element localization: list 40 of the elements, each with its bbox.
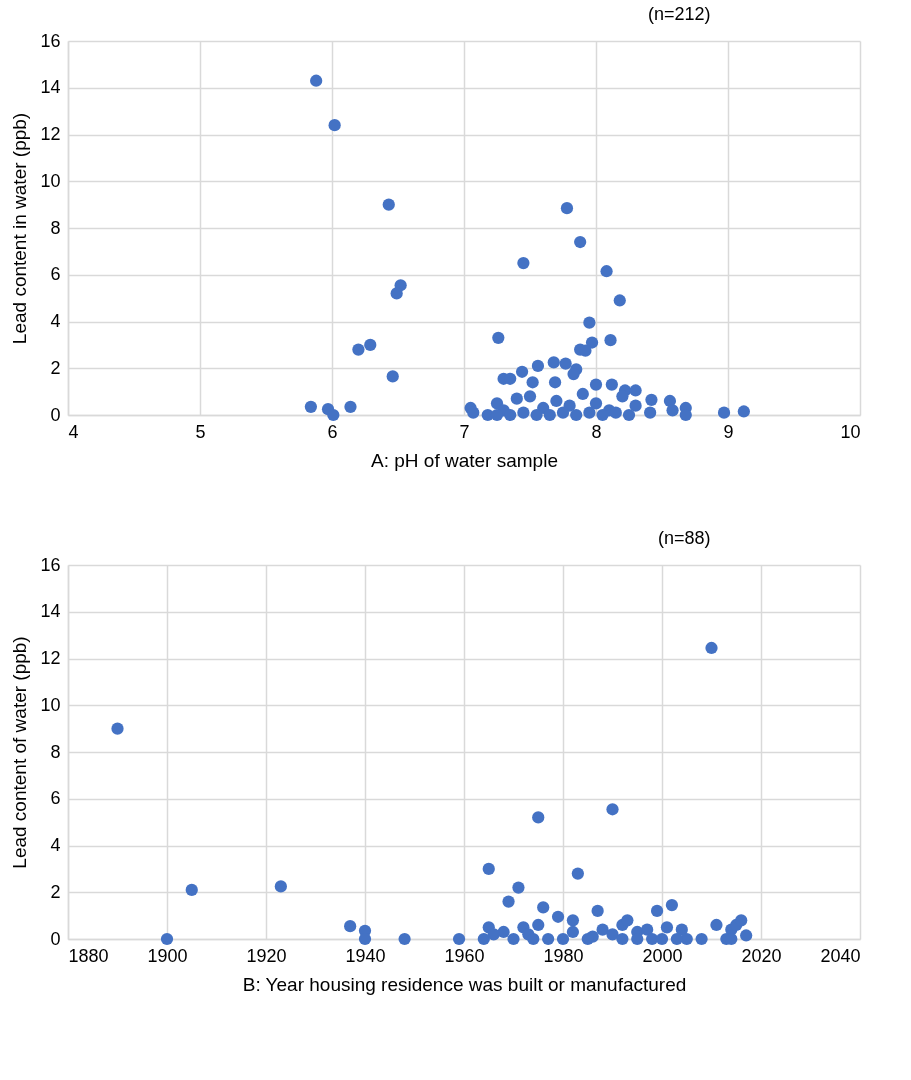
y-tick-label: 8: [50, 741, 61, 762]
x-tick-label: 7: [459, 421, 470, 442]
y-tick-label: 2: [50, 881, 61, 902]
y-tick-label: 2: [50, 357, 61, 378]
x-tick-label: 1880: [68, 945, 109, 966]
y-tick-label: 0: [50, 404, 61, 425]
x-tick-label: 1980: [543, 945, 584, 966]
y-axis-title: Lead content in water (ppb): [9, 112, 31, 345]
y-tick-label: 14: [40, 77, 61, 98]
y-tick-label: 8: [50, 217, 61, 238]
x-tick-label: 6: [327, 421, 338, 442]
x-tick-label: 10: [840, 421, 861, 442]
y-tick-label: 16: [40, 30, 61, 51]
x-axis-title: A: pH of water sample: [371, 449, 558, 471]
y-tick-label: 6: [50, 264, 61, 285]
x-tick-label: 1900: [147, 945, 188, 966]
y-tick-label: 10: [40, 694, 61, 715]
x-tick-label: 2000: [642, 945, 683, 966]
y-tick-label: 10: [40, 170, 61, 191]
y-tick-label: 6: [50, 788, 61, 809]
x-tick-label: 1960: [444, 945, 485, 966]
text: (n=88): [657, 528, 711, 548]
x-tick-label: 5: [195, 421, 206, 442]
x-tick-label: 8: [591, 421, 602, 442]
x-axis-title: B: Year housing residence was built or manufactured: [242, 973, 687, 995]
y-axis-title: Lead content of water (ppb): [9, 636, 31, 869]
y-tick-label: 14: [40, 601, 61, 622]
x-tick-label: 1940: [345, 945, 386, 966]
y-tick-label: 12: [40, 124, 61, 144]
y-tick-label: 4: [50, 311, 61, 331]
x-tick-label: 2020: [741, 945, 782, 966]
x-tick-label: 1920: [246, 945, 287, 966]
x-tick-label: 4: [68, 421, 79, 442]
y-tick-label: 16: [40, 554, 61, 575]
text: (n=212): [647, 4, 711, 24]
x-tick-label: 2040: [820, 945, 861, 966]
y-tick-label: 12: [40, 648, 61, 668]
y-tick-label: 0: [50, 928, 61, 949]
x-tick-label: 9: [723, 421, 734, 442]
y-tick-label: 4: [50, 835, 61, 855]
